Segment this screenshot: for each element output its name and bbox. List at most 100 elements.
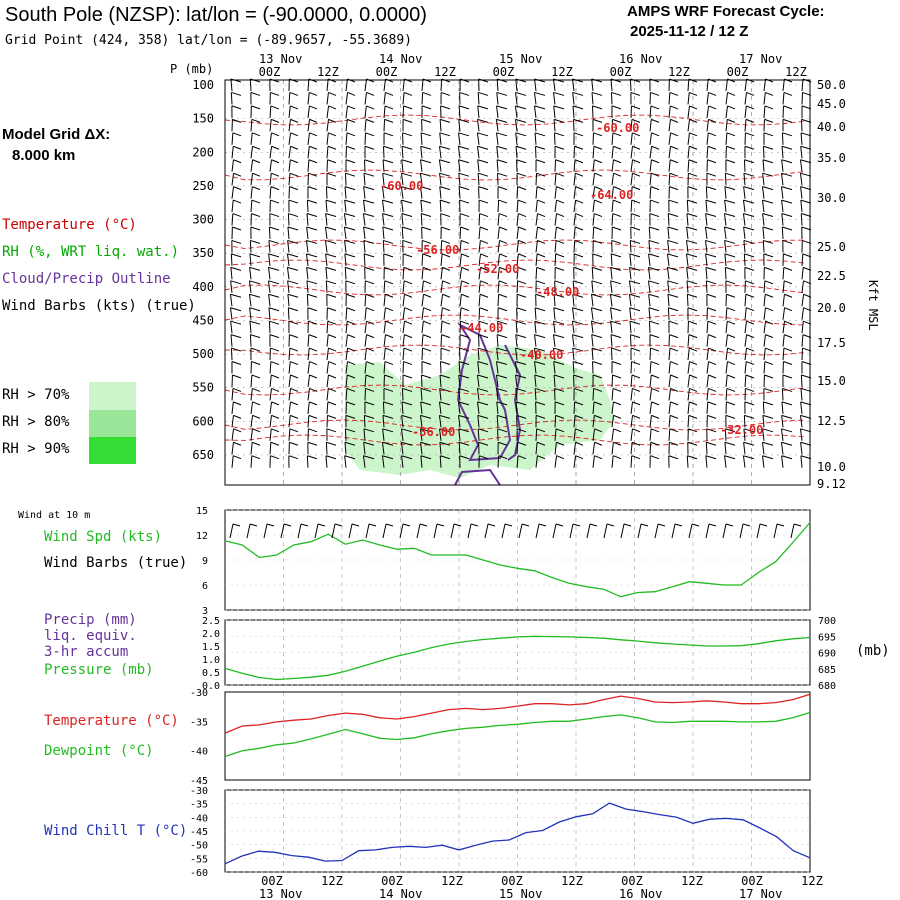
- wind-barb: [761, 442, 765, 455]
- cross-section-frame: [224, 79, 811, 486]
- wind-barb: [534, 105, 537, 118]
- wind-barb: [573, 428, 576, 441]
- wind-barb: [439, 172, 451, 177]
- wind-barb: [309, 145, 318, 150]
- wind-barb: [591, 347, 603, 352]
- wind-barb: [516, 200, 519, 213]
- wind-barb: [666, 253, 670, 266]
- wind-barb: [630, 200, 633, 213]
- surface-wind-barb: [266, 523, 275, 527]
- wind-barb: [366, 347, 375, 352]
- wind-barb: [268, 294, 271, 307]
- wind-barb: [250, 388, 253, 401]
- surface-wind-barb: [297, 523, 302, 539]
- wind-speed-line: [224, 522, 811, 598]
- wind-barb: [592, 226, 595, 240]
- wind-barb: [781, 415, 784, 428]
- wind-barb: [592, 428, 596, 441]
- wind-barb: [440, 280, 444, 293]
- wind-barb: [536, 172, 546, 177]
- wind-barb: [287, 280, 290, 293]
- wind-barb: [477, 387, 489, 392]
- wind-barb: [781, 213, 784, 226]
- wind-barb: [612, 374, 622, 379]
- wind-barb: [402, 280, 405, 293]
- wind-barb: [478, 320, 489, 325]
- wind-barb: [706, 334, 709, 347]
- wind-barb: [479, 307, 489, 312]
- wind-barb: [613, 159, 622, 164]
- wind-barb: [801, 78, 804, 92]
- surface-wind-barb: [773, 523, 778, 539]
- wind-barb: [250, 159, 254, 172]
- pressure-tick-label: 400: [192, 280, 214, 294]
- pressure-tick-label: 600: [192, 414, 214, 428]
- wind-barb: [762, 213, 774, 218]
- wind-barb: [403, 266, 413, 271]
- wind-barb: [572, 105, 575, 118]
- wind-barb: [344, 226, 356, 231]
- wind-barb: [252, 132, 261, 137]
- wind-barb: [440, 78, 443, 92]
- wind-barb: [573, 186, 577, 199]
- wind-barb: [610, 334, 613, 347]
- wind-barb: [230, 92, 233, 105]
- pressure-axis-title: P (mb): [170, 62, 214, 76]
- wind-barb: [383, 145, 394, 150]
- wind-chill-line: [224, 802, 811, 865]
- wind-barb: [744, 119, 747, 132]
- wind-barb: [230, 266, 242, 271]
- wind-barb: [231, 401, 234, 414]
- wind-barb: [707, 145, 717, 150]
- wind-barb: [761, 200, 765, 213]
- wind-barb: [326, 428, 337, 433]
- wind-barb: [402, 307, 406, 320]
- wind-barb: [648, 239, 660, 244]
- wind-barb: [517, 199, 527, 204]
- wind-barb: [534, 307, 537, 320]
- surface-wind-barb: [657, 523, 666, 527]
- wind-barb: [496, 347, 508, 352]
- surface-wind-barb: [436, 523, 445, 527]
- wind-barb: [781, 186, 793, 191]
- wind-barb: [269, 173, 272, 186]
- wind-barb: [347, 320, 356, 325]
- wind-barb: [458, 415, 461, 428]
- wind-barb: [364, 361, 367, 374]
- wind-barb: [268, 307, 271, 320]
- cloud-outline: [504, 344, 522, 461]
- wind-barb: [706, 293, 717, 298]
- wind-barb: [651, 145, 660, 150]
- isotherm-line: [224, 284, 806, 296]
- wind-barb: [402, 321, 406, 334]
- wind-barb: [553, 374, 556, 388]
- wind-barb: [249, 321, 252, 334]
- wind-barb: [363, 428, 366, 441]
- wind-barb: [382, 172, 394, 177]
- wind-barb: [344, 200, 347, 213]
- isotherm-line: [224, 114, 806, 126]
- wind-barb: [477, 415, 480, 428]
- wind-barb: [591, 334, 594, 347]
- wind-barb: [382, 415, 385, 428]
- wind-barb: [441, 334, 451, 339]
- wind-barb: [687, 186, 698, 191]
- wind-barb: [419, 428, 423, 441]
- wind-barb: [421, 213, 432, 218]
- wind-barb: [327, 159, 337, 164]
- wind-barb: [651, 118, 660, 123]
- wind-barb: [516, 213, 519, 226]
- wind-barb: [248, 280, 252, 293]
- wind-barb: [364, 401, 375, 406]
- wind-barb: [402, 361, 405, 374]
- wind-barb: [363, 455, 375, 460]
- wind-barb: [344, 186, 347, 199]
- wind-barb: [286, 253, 290, 266]
- isotherm-line: [224, 314, 806, 326]
- wind-barb: [497, 200, 500, 213]
- wind-barb: [385, 307, 394, 312]
- wind-barb: [649, 374, 652, 388]
- wind-barb: [421, 105, 432, 110]
- wind-barb: [287, 226, 290, 240]
- wind-barb: [382, 159, 385, 172]
